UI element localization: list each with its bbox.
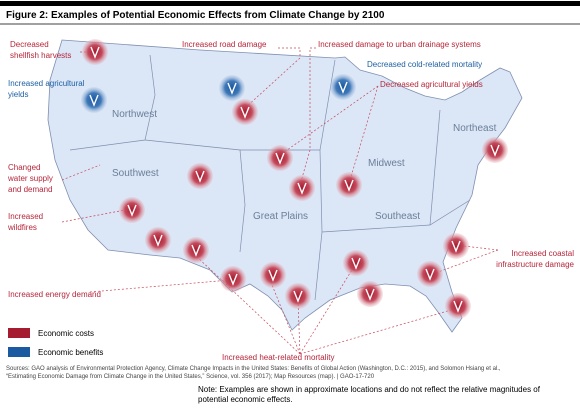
icon-glyph: [240, 106, 250, 119]
cost-label: Changed: [8, 163, 40, 172]
cost-label: water supply: [7, 174, 53, 183]
effect-icon: [145, 227, 171, 253]
title: Figure 2: Examples of Potential Economic…: [6, 10, 385, 21]
icon-glyph: [351, 257, 361, 270]
note: potential economic effects.: [198, 395, 293, 404]
icon-glyph: [195, 170, 205, 183]
region-name: Northwest: [112, 109, 157, 120]
legend-label: Economic benefits: [38, 348, 103, 357]
source: Sources: GAO analysis of Environmental P…: [6, 366, 501, 372]
effect-icon: [343, 250, 369, 276]
region-name: Midwest: [368, 158, 405, 169]
icon-glyph: [293, 290, 303, 303]
region-name: Southeast: [375, 211, 420, 222]
cost-label: wildfires: [7, 223, 37, 232]
region-name: Northeast: [453, 123, 497, 134]
effect-icon: [187, 163, 213, 189]
effect-icon: [119, 197, 145, 223]
icon-glyph: [365, 288, 375, 301]
effect-icon: [232, 99, 258, 125]
benefit-label: Increased agricultural: [8, 79, 85, 88]
source: “Estimating Economic Damage from Climate…: [6, 374, 375, 380]
icon-glyph: [425, 268, 435, 281]
benefit-label: Decreased cold-related mortality: [367, 60, 482, 69]
cost-label: shellfish harvests: [10, 51, 71, 60]
icon-glyph: [228, 273, 238, 286]
effect-icon: [285, 283, 311, 309]
effect-icon: [81, 87, 107, 113]
icon-glyph: [90, 46, 100, 59]
leader-lines: [61, 47, 499, 355]
benefit-label: yields: [8, 90, 28, 99]
icon-glyph: [490, 144, 500, 157]
effect-icon: [482, 137, 508, 163]
legend-swatch: [8, 347, 30, 357]
region-name: Southwest: [112, 168, 159, 179]
effect-icon: [82, 39, 108, 65]
icon-glyph: [89, 94, 99, 107]
icon-glyph: [268, 269, 278, 282]
cost-label: Increased damage to urban drainage syste…: [318, 40, 481, 49]
effect-icon: [330, 74, 356, 100]
icon-glyph: [127, 204, 137, 217]
effect-icon: [183, 237, 209, 263]
effect-icon: [219, 75, 245, 101]
effect-icon: [445, 293, 471, 319]
icon-glyph: [227, 82, 237, 95]
effect-icon: [267, 145, 293, 171]
effect-icon: [443, 233, 469, 259]
cost-label: Increased coastal: [511, 249, 574, 258]
icons: [81, 39, 508, 319]
effect-icon: [417, 261, 443, 287]
cost-label: Decreased agricultural yields: [380, 80, 483, 89]
note: Note: Examples are shown in approximate …: [198, 385, 541, 394]
icon-glyph: [451, 240, 461, 253]
us-map: [47, 39, 523, 333]
icon-glyph: [153, 234, 163, 247]
icon-glyph: [275, 152, 285, 165]
cost-label: Increased: [8, 212, 43, 221]
legend-label: Economic costs: [38, 329, 94, 338]
cost-label: Increased heat-related mortality: [222, 353, 335, 362]
icon-glyph: [453, 300, 463, 313]
icon-glyph: [191, 244, 201, 257]
effect-icon: [357, 281, 383, 307]
icon-glyph: [338, 81, 348, 94]
effect-icon: [260, 262, 286, 288]
cost-label: Increased road damage: [182, 40, 267, 49]
top-bar: [0, 1, 580, 6]
region-name: Great Plains: [253, 211, 308, 222]
effect-icon: [289, 175, 315, 201]
icon-glyph: [297, 182, 307, 195]
cost-label: infrastructure damage: [496, 260, 574, 269]
cost-label: and demand: [8, 185, 52, 194]
cost-label: Decreased: [10, 40, 49, 49]
effect-icon: [220, 266, 246, 292]
legend-swatch: [8, 328, 30, 338]
effect-icon: [336, 172, 362, 198]
icon-glyph: [344, 179, 354, 192]
cost-label: Increased energy demand: [8, 290, 101, 299]
